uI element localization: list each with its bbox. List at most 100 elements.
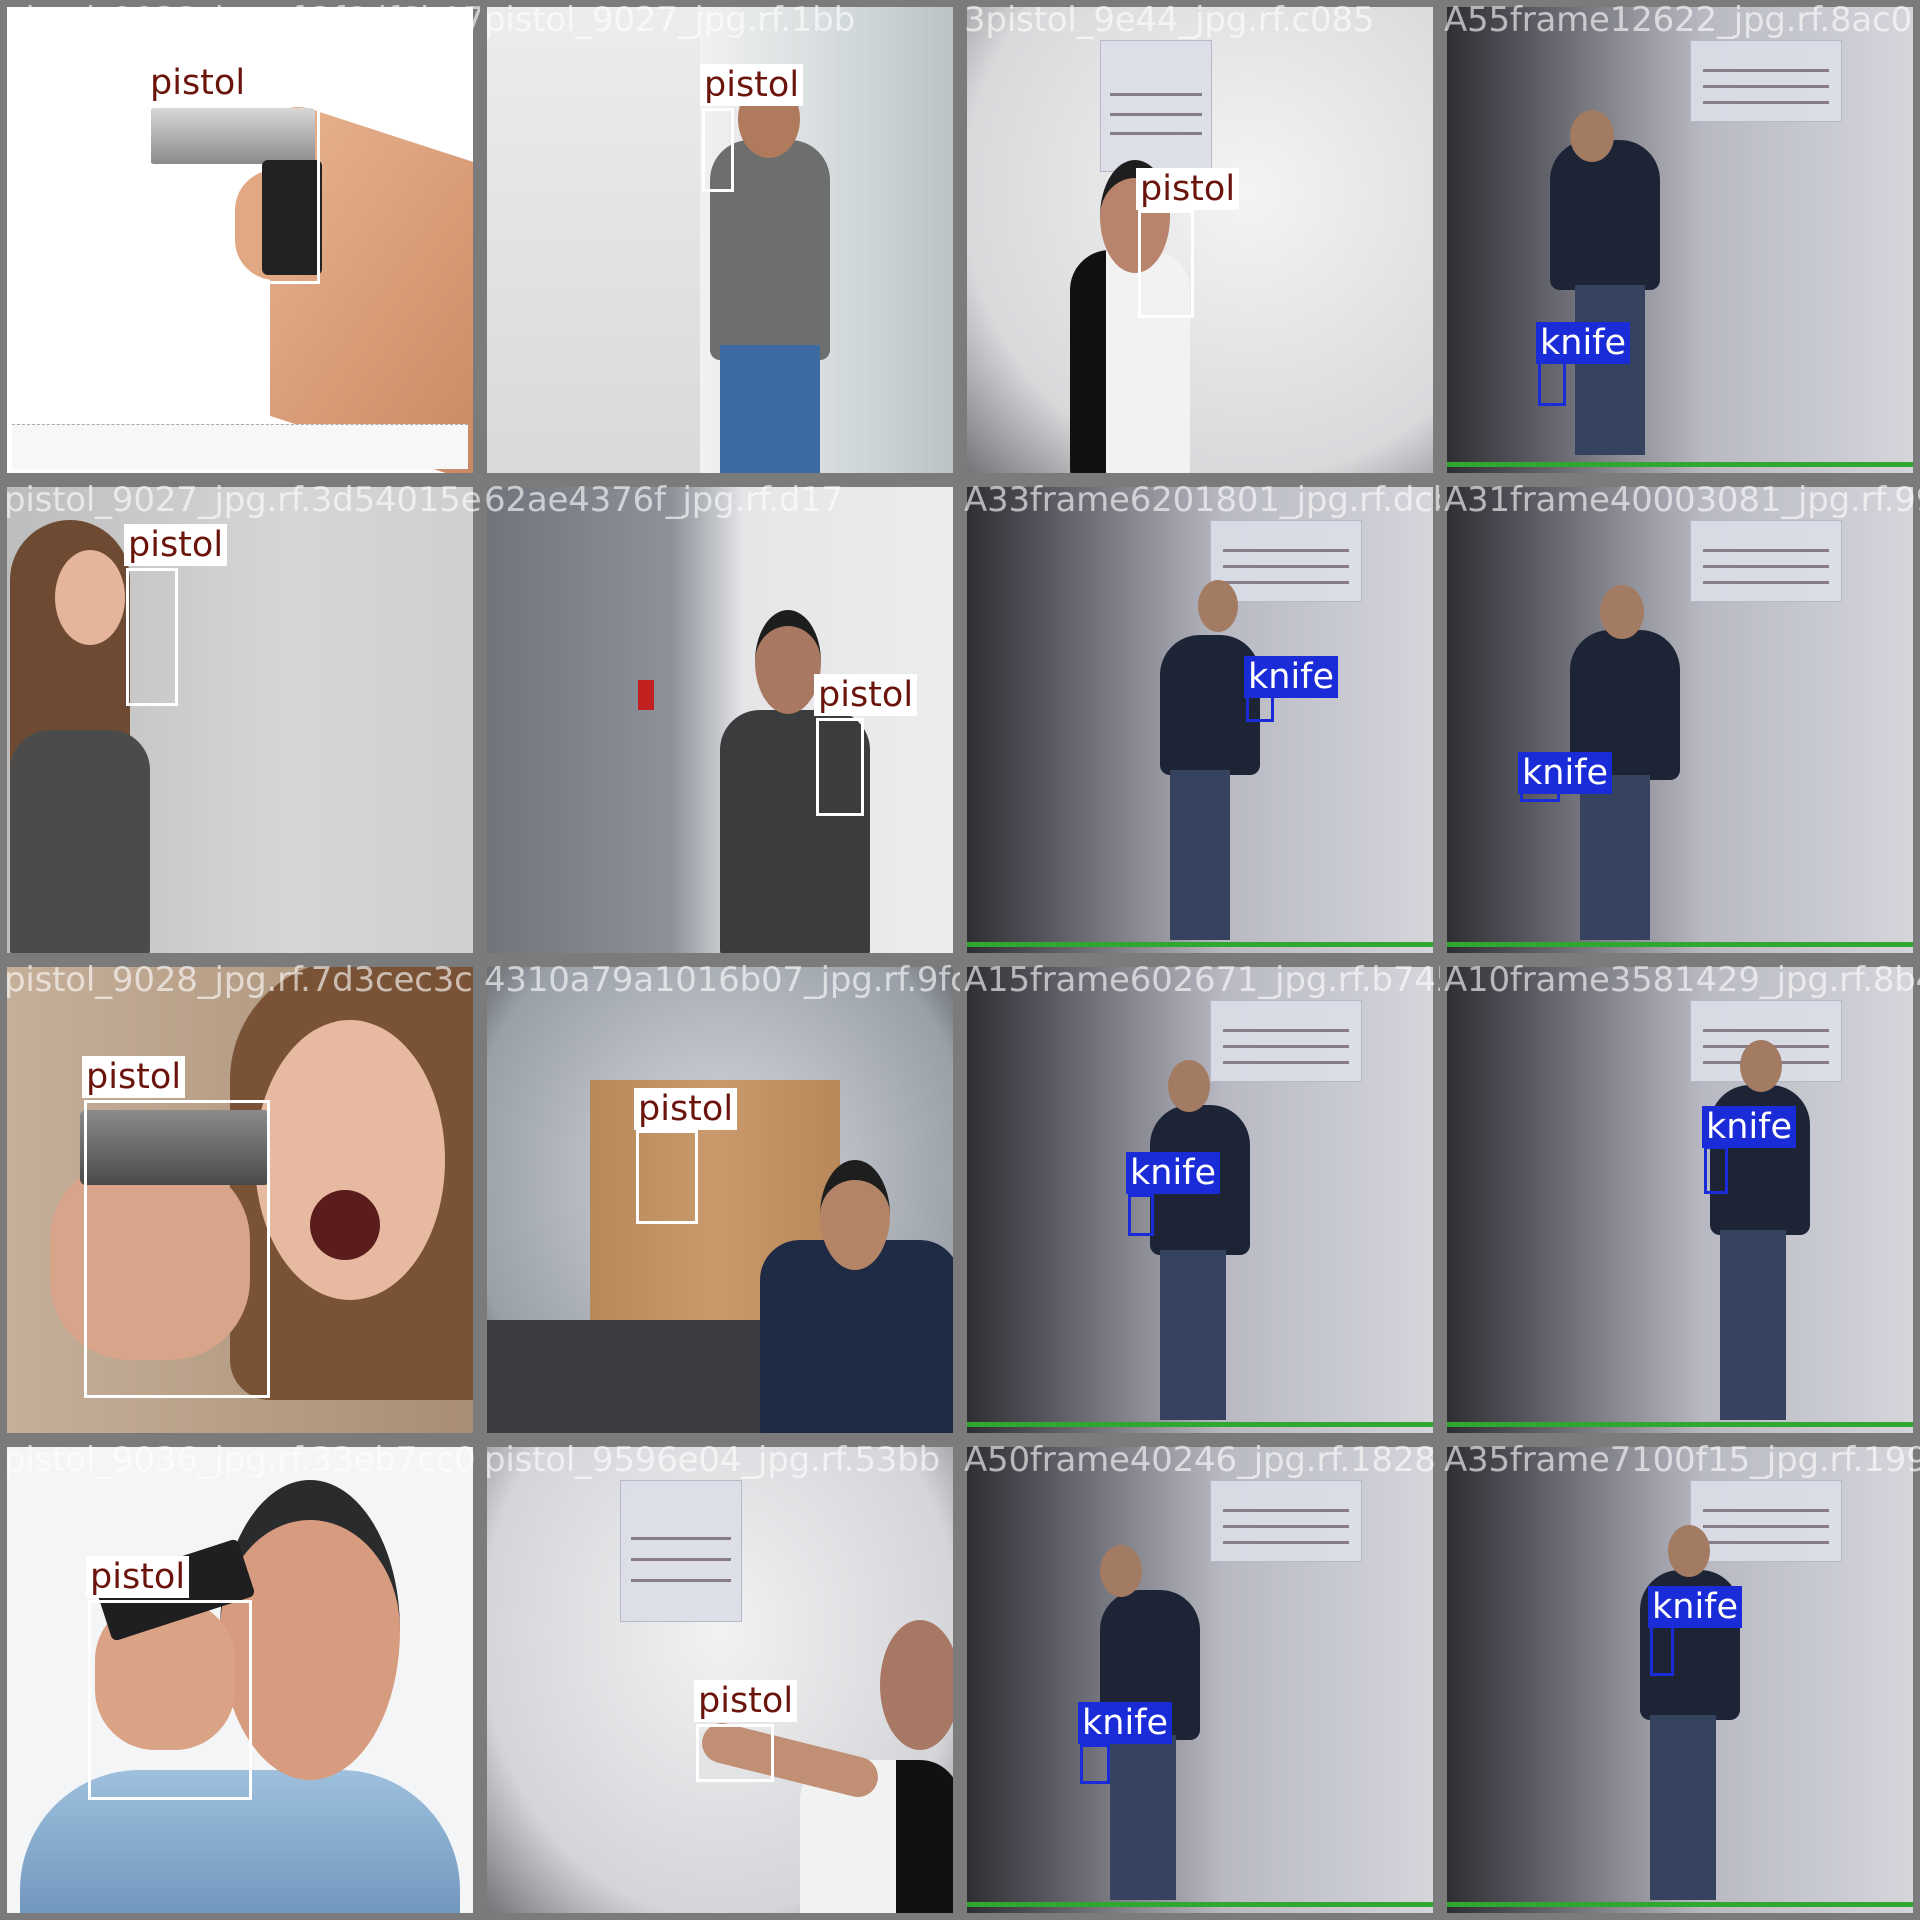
person-image xyxy=(10,730,150,960)
photo xyxy=(1440,1440,1920,1920)
detection-box-knife xyxy=(1704,1146,1728,1194)
photo xyxy=(0,480,480,960)
tile-11: knife A15frame602671_jpg.rf.b745 xyxy=(960,960,1440,1440)
person-image xyxy=(710,140,830,360)
head-image xyxy=(820,1160,890,1270)
detection-box-pistol xyxy=(84,1100,270,1398)
jeans-image xyxy=(1160,1250,1226,1420)
tile-4: knife A55frame12622_jpg.rf.8ac0 xyxy=(1440,0,1920,480)
jeans-image xyxy=(1575,285,1645,455)
photo xyxy=(480,960,960,1440)
shirt-image xyxy=(20,1770,460,1920)
jeans-image xyxy=(1650,1715,1716,1900)
head-image xyxy=(1740,1040,1782,1092)
detection-label: pistol xyxy=(694,1680,798,1722)
jeans-image xyxy=(1170,770,1230,940)
photo xyxy=(1440,960,1920,1440)
tile-3: pistol 3pistol_9e44_jpg.rf.c085 xyxy=(960,0,1440,480)
floor-line xyxy=(960,942,1440,947)
detection-label: knife xyxy=(1648,1586,1743,1628)
person-image xyxy=(760,1240,960,1440)
jeans-image xyxy=(1110,1735,1176,1900)
floor-line xyxy=(1440,1902,1920,1907)
image-filename: 62ae4376f_jpg.rf.d17 xyxy=(484,480,844,520)
floor-line xyxy=(1440,942,1920,947)
detection-box-pistol xyxy=(816,718,864,816)
person-image xyxy=(1550,140,1660,290)
detection-box-pistol xyxy=(696,1724,774,1782)
tile-7: knife A33frame6201801_jpg.rf.dcb1 xyxy=(960,480,1440,960)
wall-plaque xyxy=(1210,520,1362,602)
image-filename: A50frame40246_jpg.rf.1828 xyxy=(964,1440,1436,1480)
photo xyxy=(480,480,960,960)
detection-label: pistol xyxy=(1136,168,1240,210)
detection-label: pistol xyxy=(86,1556,190,1598)
floor-line xyxy=(960,1902,1440,1907)
photo xyxy=(960,1440,1440,1920)
head-image xyxy=(1570,110,1614,162)
photo xyxy=(0,1440,480,1920)
head-image xyxy=(755,610,821,714)
photo xyxy=(1440,480,1920,960)
detection-label: knife xyxy=(1078,1702,1173,1744)
wall-plaque xyxy=(1100,40,1212,172)
pistol-grip-image xyxy=(262,160,322,275)
wall-plaque xyxy=(620,1480,742,1622)
head-image xyxy=(1100,1545,1142,1597)
tile-14: pistol pistol_9596e04_jpg.rf.53bb xyxy=(480,1440,960,1920)
tile-15: knife A50frame40246_jpg.rf.1828 xyxy=(960,1440,1440,1920)
detection-box-pistol xyxy=(126,568,178,706)
tile-6: pistol 62ae4376f_jpg.rf.d17 xyxy=(480,480,960,960)
tile-12: knife A10frame3581429_jpg.rf.8b46 xyxy=(1440,960,1920,1440)
wall-plaque xyxy=(1690,40,1842,122)
image-filename: A35frame7100f15_jpg.rf.1990 xyxy=(1444,1440,1920,1480)
detection-box-pistol xyxy=(148,104,320,284)
head-image xyxy=(1668,1525,1710,1577)
person-image xyxy=(1160,635,1260,775)
floor-line xyxy=(1440,462,1920,467)
tile-8: knife A31frame40003081_jpg.rf.99b0 xyxy=(1440,480,1920,960)
detection-box-knife xyxy=(1650,1624,1674,1676)
floor-line xyxy=(960,1422,1440,1427)
image-filename: A33frame6201801_jpg.rf.dcb1 xyxy=(964,480,1440,520)
jeans-image xyxy=(1580,775,1650,940)
image-filename: A10frame3581429_jpg.rf.8b46 xyxy=(1444,960,1920,1000)
image-filename: 3pistol_9e44_jpg.rf.c085 xyxy=(964,0,1375,40)
tile-1: pistol pistol_9023_jpg.rf.2f6df6b17 xyxy=(0,0,480,480)
head-image xyxy=(1600,585,1644,639)
head-image xyxy=(1168,1060,1210,1112)
detection-box-pistol xyxy=(636,1130,698,1224)
tile-13: pistol pistol_9036_jpg.rf.33eb7cc0 xyxy=(0,1440,480,1920)
photo xyxy=(960,480,1440,960)
pistol-image xyxy=(150,108,315,164)
image-filename: A15frame602671_jpg.rf.b745 xyxy=(964,960,1440,1000)
red-sign xyxy=(638,680,654,710)
image-filename: A31frame40003081_jpg.rf.99b0 xyxy=(1444,480,1920,520)
head-image xyxy=(55,550,125,645)
photo xyxy=(1440,0,1920,480)
detection-label: knife xyxy=(1244,656,1339,698)
image-filename: pistol_9023_jpg.rf.2f6df6b17 xyxy=(4,0,480,40)
jeans-image xyxy=(720,345,820,480)
detection-box-pistol xyxy=(702,108,734,192)
detection-label: knife xyxy=(1702,1106,1797,1148)
floor-line xyxy=(1440,1422,1920,1427)
image-filename: pistol_9027_jpg.rf.1bb xyxy=(484,0,855,40)
wall-plaque xyxy=(1210,1000,1362,1082)
image-filename: A55frame12622_jpg.rf.8ac0 xyxy=(1444,0,1912,40)
detection-box-knife xyxy=(1128,1194,1154,1236)
image-filename: 4310a79a1016b07_jpg.rf.9fcd xyxy=(484,960,960,1000)
detection-label: pistol xyxy=(814,674,918,716)
image-filename: pistol_9036_jpg.rf.33eb7cc0 xyxy=(4,1440,476,1480)
detection-box-knife xyxy=(1080,1744,1110,1784)
hand-image xyxy=(50,1160,250,1360)
image-filename: pistol_9028_jpg.rf.7d3cec3c xyxy=(4,960,473,1000)
wall-panel xyxy=(480,0,700,480)
detection-label: knife xyxy=(1126,1152,1221,1194)
detection-label: pistol xyxy=(82,1056,186,1098)
image-filename: pistol_9027_jpg.rf.3d54015e xyxy=(4,480,480,520)
tile-10: pistol 4310a79a1016b07_jpg.rf.9fcd xyxy=(480,960,960,1440)
person-image xyxy=(1070,250,1190,480)
detection-label: pistol xyxy=(634,1088,738,1130)
jeans-image xyxy=(1720,1230,1786,1420)
